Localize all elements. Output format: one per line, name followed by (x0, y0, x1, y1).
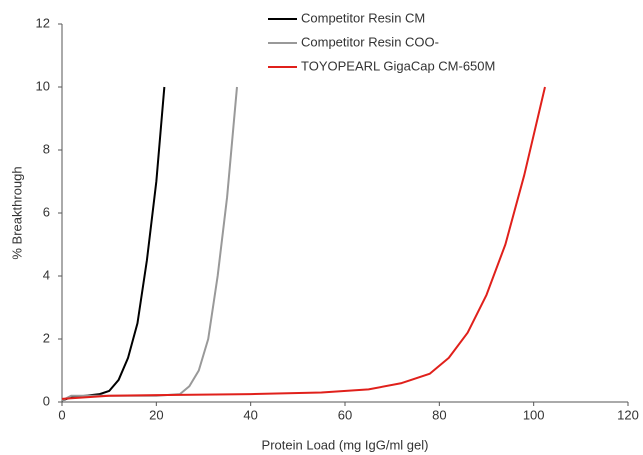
x-tick-label: 40 (243, 407, 257, 422)
x-tick-label: 80 (432, 407, 446, 422)
series-line (61, 86, 238, 402)
y-tick-label: 4 (43, 267, 50, 282)
series-line (61, 86, 166, 402)
y-tick-label: 2 (43, 330, 50, 345)
y-tick-label: 6 (43, 204, 50, 219)
x-tick-label: 20 (149, 407, 163, 422)
x-tick-label: 120 (617, 407, 639, 422)
x-axis-label: Protein Load (mg IgG/ml gel) (262, 437, 429, 452)
series-line (61, 86, 546, 400)
x-tick-label: 60 (338, 407, 352, 422)
y-tick-label: 10 (36, 78, 50, 93)
y-axis-label: % Breakthrough (9, 166, 24, 259)
legend-label: TOYOPEARL GigaCap CM-650M (301, 58, 495, 73)
legend-label: Competitor Resin COO- (301, 34, 439, 49)
y-tick-label: 12 (36, 15, 50, 30)
y-tick-label: 8 (43, 141, 50, 156)
x-tick-label: 100 (523, 407, 545, 422)
x-tick-label: 0 (58, 407, 65, 422)
y-tick-label: 0 (43, 393, 50, 408)
legend-label: Competitor Resin CM (301, 10, 425, 25)
